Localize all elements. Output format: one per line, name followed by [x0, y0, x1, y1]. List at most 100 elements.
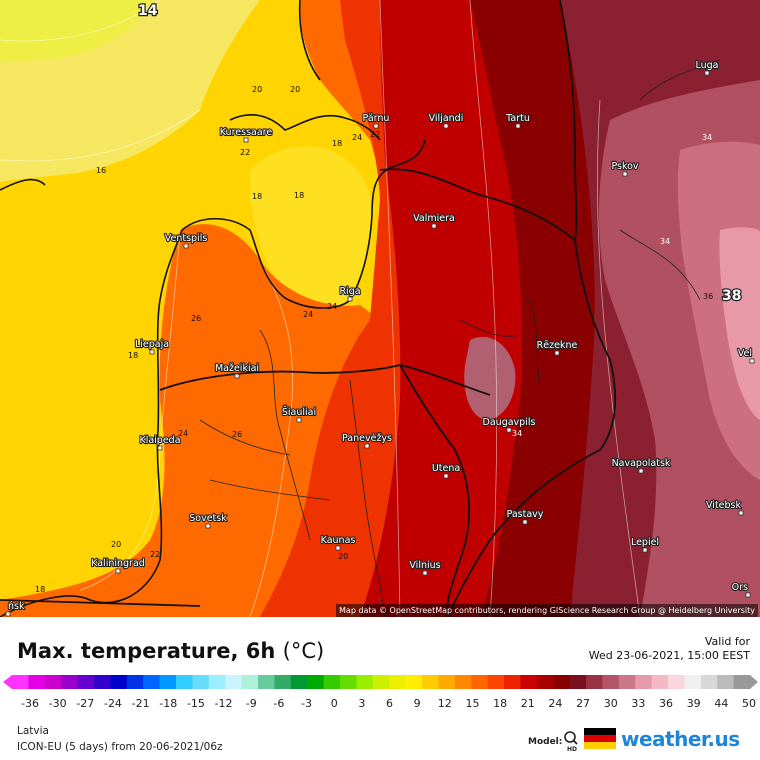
colorbar-tick-label: 0	[330, 697, 338, 710]
colorbar-tick-label: -15	[186, 697, 205, 710]
colorbar-swatch	[536, 675, 554, 689]
valid-for-label: Valid for	[704, 635, 750, 648]
city-marker	[642, 547, 648, 553]
colorbar-tick-label: 27	[576, 697, 591, 710]
colorbar-tick-label: 15	[465, 697, 480, 710]
colorbar-tick-label: -3	[301, 697, 313, 710]
colorbar-swatch	[290, 675, 308, 689]
isoline-label: 22	[240, 148, 250, 157]
city-marker	[749, 358, 755, 364]
coastline	[0, 0, 426, 617]
colorbar-tick-label: 24	[548, 697, 563, 710]
colorbar-swatch	[340, 675, 357, 689]
isoline-label: 22	[370, 130, 380, 139]
colorbar-swatch	[159, 675, 177, 689]
isoline-label: 16	[96, 166, 106, 175]
colorbar-tick-label: 12	[437, 697, 452, 710]
colorbar-tick-label: -12	[214, 697, 233, 710]
colorbar-swatch	[94, 675, 111, 689]
temperature-map-svg: Luga Pärnu Viljandi Tartu Kuressaare Pskov Val…	[0, 0, 760, 617]
colorbar-swatch	[454, 675, 472, 689]
isoline-label: 18	[252, 192, 262, 201]
colorbar-tick-label: -9	[245, 697, 257, 710]
isoline-label: 24	[178, 429, 188, 438]
map-attribution[interactable]: Map data © OpenStreetMap contributors, r…	[336, 604, 758, 617]
city-label: Klaipeda	[139, 435, 180, 446]
city-marker	[704, 70, 710, 76]
isoline-label: 18	[35, 585, 45, 594]
colorbar-swatch	[225, 675, 243, 689]
city-label: Viljandi	[429, 113, 464, 124]
forecast-map[interactable]: Luga Pärnu Viljandi Tartu Kuressaare Pskov Val…	[0, 0, 760, 617]
city-marker	[522, 519, 528, 525]
city-label: Šiauliai	[282, 406, 316, 418]
top-value-label: 14	[138, 3, 158, 19]
city-label: Vel	[738, 348, 752, 359]
city-marker	[335, 545, 341, 551]
city-marker	[157, 445, 163, 451]
colorbar-swatch	[422, 675, 439, 689]
colorbar-swatch	[504, 675, 521, 689]
isoline-label: 24	[352, 133, 362, 142]
hd-search-icon[interactable]: HD	[563, 730, 579, 752]
city-marker	[422, 570, 428, 576]
city-marker	[296, 417, 302, 423]
colorbar-swatch	[323, 675, 341, 689]
city-marker	[183, 243, 189, 249]
gulf-of-riga	[250, 146, 372, 307]
city-label: Panevėžys	[342, 433, 392, 444]
city-label: Vitebsk	[706, 500, 741, 511]
city-label: Kaunas	[321, 535, 356, 546]
colorbar-swatch	[586, 675, 603, 689]
color-scale-bar	[3, 675, 758, 689]
colorbar-swatch	[307, 675, 325, 689]
colorbar-tick-label: 6	[386, 697, 393, 710]
coolest-sea-area	[0, 0, 150, 62]
city-label: Luga	[696, 60, 719, 71]
colorbar-swatch	[553, 675, 571, 689]
city-label: Kaliningrad	[91, 558, 145, 569]
colorbar-swatch	[487, 675, 505, 689]
colorbar-swatch	[700, 675, 718, 689]
colorbar-swatch	[12, 675, 29, 689]
city-label: Ors	[732, 582, 748, 593]
city-marker	[364, 443, 370, 449]
city-label: Pskov	[611, 161, 638, 172]
isoline-label: 34	[702, 133, 712, 142]
city-marker	[234, 373, 240, 379]
colorbar-swatch	[192, 675, 210, 689]
colorbar-tick-label: 50	[742, 697, 756, 710]
colorbar-tick-label: -18	[159, 697, 178, 710]
city-marker	[5, 611, 11, 617]
colorbar-swatch	[61, 675, 79, 689]
isoline-label: 24	[303, 310, 313, 319]
colorbar-swatch	[28, 675, 46, 689]
colorbar-swatch	[684, 675, 702, 689]
color-scale-ticks: -36 -30 -27 -24 -21 -18 -15 -12 -9 -6 -3 0 3 6 9 12 15 18…	[0, 697, 760, 711]
parameter-name: Max. temperature, 6h	[17, 639, 276, 663]
region-name: Latvia	[17, 725, 49, 737]
city-label: Kuressaare	[220, 127, 273, 138]
city-label: Rēzekne	[537, 340, 578, 351]
isoline-label: 22	[150, 550, 160, 559]
city-label: Ventspils	[165, 233, 208, 244]
country-borders	[0, 0, 617, 617]
city-marker	[149, 349, 155, 355]
city-label: Daugavpils	[483, 417, 536, 428]
colorbar-tick-label: 9	[413, 697, 421, 710]
city-marker	[622, 171, 628, 177]
germany-flag-icon	[584, 728, 616, 749]
colorbar-tick-label: 21	[520, 697, 535, 710]
brand-logo[interactable]: weather.us	[621, 727, 740, 751]
isoline-label: 36	[703, 292, 713, 301]
colorbar-swatch	[717, 675, 735, 689]
city-marker	[745, 592, 751, 598]
warm-land-west	[0, 224, 400, 617]
legend-footer: Max. temperature, 6h (°C) Valid for Wed …	[0, 617, 760, 760]
colorbar-tick-label: 18	[493, 697, 508, 710]
isoline-label: 18	[294, 191, 304, 200]
city-marker	[515, 123, 521, 129]
colorbar-swatch	[438, 675, 456, 689]
isoline-label: 20	[338, 552, 348, 561]
colorbar-swatch	[241, 675, 259, 689]
